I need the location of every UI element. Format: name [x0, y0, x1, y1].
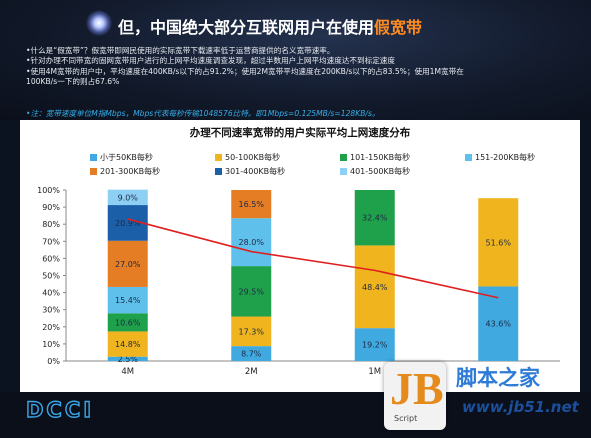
- bullet-2: •针对办理不同带宽的固网宽带用户进行的上网平均速度调查发现，超过半数用户上网平均…: [26, 56, 395, 66]
- y-tick-label: 20%: [42, 323, 60, 332]
- data-label: 14.8%: [115, 340, 141, 349]
- data-label: 27.0%: [115, 260, 141, 269]
- data-label: 15.4%: [115, 296, 141, 305]
- legend-label: 50-100KB每秒: [225, 153, 281, 162]
- watermark-site-name: 脚本之家: [456, 366, 540, 390]
- legend-swatch: [90, 154, 97, 161]
- data-label: 2.5%: [118, 355, 139, 364]
- bar-segment: [107, 331, 148, 357]
- legend-label: 151-200KB每秒: [475, 153, 536, 162]
- bar-segment: [231, 190, 272, 219]
- data-label: 28.0%: [239, 238, 265, 247]
- watermark-badge-letters: JB: [390, 363, 444, 414]
- bar-segment: [231, 218, 272, 267]
- page-title: 但，中国绝大部分互联网用户在使用假宽带: [118, 18, 423, 37]
- legend-label: 201-300KB每秒: [100, 167, 161, 176]
- bar-segment: [354, 190, 395, 246]
- bar-segment: [107, 240, 148, 287]
- legend-label: 101-150KB每秒: [350, 153, 411, 162]
- watermark-badge: JB Script: [384, 362, 446, 430]
- legend-item: 50-100KB每秒: [215, 152, 280, 163]
- bar-segment: [478, 198, 519, 287]
- chart-panel: 办理不同速率宽带的用户实际平均上网速度分布 小于50KB每秒 50-100KB每…: [20, 120, 580, 392]
- x-tick-label: 4M: [121, 367, 134, 377]
- dcci-logo: DCCI: [25, 397, 95, 422]
- legend-item: 401-500KB每秒: [340, 166, 410, 177]
- legend-swatch: [340, 168, 347, 175]
- y-tick-label: 90%: [42, 203, 60, 212]
- legend-swatch: [465, 154, 472, 161]
- sparkle-icon: [86, 10, 112, 36]
- y-tick-label: 50%: [42, 272, 60, 281]
- legend-label: 301-400KB每秒: [225, 167, 286, 176]
- bullet-list: •什么是“假宽带”？假宽带即网民使用的实际宽带下载速率低于运营商提供的名义宽带速…: [26, 46, 586, 87]
- bar-segment: [231, 316, 272, 347]
- y-tick-label: 40%: [42, 289, 60, 298]
- chart-title: 办理不同速率宽带的用户实际平均上网速度分布: [189, 127, 411, 139]
- legend-swatch: [215, 154, 222, 161]
- y-tick-label: 0%: [47, 357, 60, 366]
- bar-segment: [107, 356, 148, 361]
- bar-segment: [107, 313, 148, 332]
- x-tick-label: 2M: [245, 367, 258, 377]
- legend-item: 151-200KB每秒: [465, 152, 535, 163]
- bar-segment: [354, 245, 395, 329]
- data-label: 17.3%: [239, 327, 265, 336]
- title-highlight: 假宽带: [374, 18, 423, 37]
- legend-item: 小于50KB每秒: [90, 152, 153, 163]
- legend-item: 301-400KB每秒: [215, 166, 285, 177]
- legend-label: 401-500KB每秒: [350, 167, 411, 176]
- bar-segment: [231, 266, 272, 317]
- y-tick-label: 80%: [42, 220, 60, 229]
- y-tick-label: 100%: [37, 186, 60, 195]
- bar-segment: [478, 286, 519, 361]
- x-tick-label: 1M: [368, 367, 381, 377]
- watermark-site-url: www.jb51.net: [462, 398, 579, 416]
- bar-segment: [107, 286, 148, 314]
- data-label: 32.4%: [362, 214, 388, 223]
- legend-swatch: [90, 168, 97, 175]
- chart-legend: 小于50KB每秒 50-100KB每秒 101-150KB每秒 151-200K…: [80, 150, 560, 178]
- bar-segment: [107, 189, 148, 206]
- data-label: 19.2%: [362, 341, 388, 350]
- data-label: 29.5%: [239, 287, 265, 296]
- bar-segment: [354, 328, 395, 361]
- bullet-4: 100KB/s一下的则占67.6%: [26, 76, 120, 86]
- footer-bar: [0, 392, 591, 438]
- trend-line: [127, 218, 499, 299]
- data-label: 43.6%: [486, 320, 512, 329]
- bullet-1: •什么是“假宽带”？假宽带即网民使用的实际宽带下载速率低于运营商提供的名义宽带速…: [26, 46, 335, 55]
- data-label: 16.5%: [239, 200, 265, 209]
- legend-swatch: [215, 168, 222, 175]
- bar-segment: [231, 346, 272, 361]
- y-tick-label: 60%: [42, 254, 60, 263]
- data-label: 48.4%: [362, 283, 388, 292]
- legend-item: 201-300KB每秒: [90, 166, 160, 177]
- data-label: 10.6%: [115, 318, 141, 327]
- watermark-badge-sub: Script: [394, 414, 418, 423]
- legend-item: 101-150KB每秒: [340, 152, 410, 163]
- unit-note: •注：宽带速度单位M指Mbps，Mbps代表每秒传输1048576比特。即1Mb…: [26, 109, 380, 118]
- data-label: 8.7%: [241, 350, 262, 359]
- legend-label: 小于50KB每秒: [100, 153, 153, 162]
- y-tick-label: 10%: [42, 340, 60, 349]
- stacked-bar-chart: 0% 10% 20% 30% 40% 50% 60% 70% 80% 90% 100% 2.5% 14.…: [37, 186, 560, 377]
- y-tick-label: 30%: [42, 306, 60, 315]
- y-tick-label: 70%: [42, 237, 60, 246]
- data-label: 20.9%: [115, 219, 141, 228]
- data-label: 51.6%: [486, 238, 512, 247]
- data-label: 9.0%: [118, 193, 139, 202]
- legend-swatch: [340, 154, 347, 161]
- bullet-3: •使用4M宽带的用户中，平均速度在400KB/s以下的占91.2%；使用2M宽带…: [26, 66, 464, 76]
